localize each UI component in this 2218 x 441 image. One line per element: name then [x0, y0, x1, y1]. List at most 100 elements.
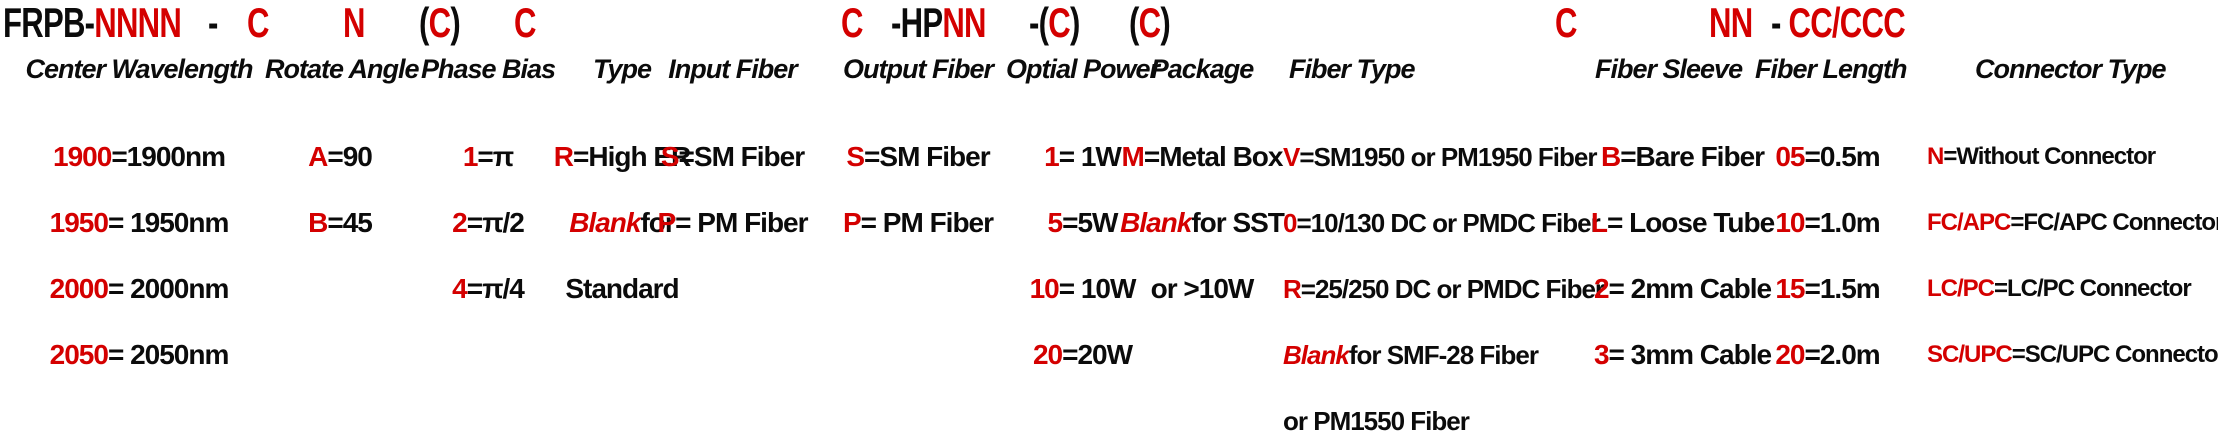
column-optical-power: Optial Power 1 = 1W 5 =5W 10 = 10W 20 =20W: [1005, 0, 1160, 441]
code-family: FRPB-NNNN: [3, 0, 182, 46]
legend-row: 2 = 2mm Cable: [1593, 256, 1773, 322]
column-rows: 05 =0.5m 10 =1.0m 15 =1.5m 20 =2.0m: [1755, 124, 1900, 388]
column-rows: B =Bare Fiber L = Loose Tube 2 = 2mm Cable 3 = …: [1591, 124, 1775, 388]
column-title-package: Package: [1150, 54, 1255, 84]
code-value: 2000: [49, 273, 109, 304]
column-title-phase-bias: Phase Bias: [420, 54, 556, 84]
value-description: =20W: [1062, 339, 1133, 370]
column-output-fiber: Output Fiber S =SM Fiber P = PM Fiber: [818, 0, 1018, 441]
legend-row: B =45: [265, 190, 415, 256]
code-value: M: [1121, 141, 1145, 172]
code-fiber-type: (C): [1129, 0, 1171, 46]
legend-row: 1 =π: [418, 124, 558, 190]
code-value: SC/UPC: [1927, 341, 2013, 368]
legend-row: 0 =10/130 DC or PMDC Fiber: [1283, 190, 1628, 256]
value-description: Standard: [565, 273, 679, 304]
value-description: =25/250 DC or PMDC Fiber: [1300, 273, 1605, 304]
code-phase-bias: N: [343, 0, 365, 46]
legend-row: P = PM Fiber: [657, 190, 808, 256]
value-description: =1.0m: [1804, 207, 1880, 238]
legend-row: R =25/250 DC or PMDC Fiber: [1283, 256, 1628, 322]
legend-row: 5 =5W: [1005, 190, 1160, 256]
value-description: for SST: [1191, 207, 1285, 238]
legend-row: M =Metal Box: [1118, 124, 1286, 190]
column-fiber-length: Fiber Length 05 =0.5m 10 =1.0m 15 =1.5m 20 =2.0m: [1755, 0, 1908, 441]
value-description: =SM1950 or PM1950 Fiber: [1299, 141, 1597, 172]
column-title-type: Type: [592, 54, 652, 84]
code-value: 1: [462, 141, 479, 172]
code-value: A: [308, 141, 328, 172]
value-description: =π/2: [466, 207, 525, 238]
column-rows: N =Without Connector FC/APC =FC/APC Connect…: [1927, 124, 2218, 388]
code-value: P: [657, 207, 676, 238]
value-description: = 2050nm: [107, 339, 229, 370]
legend-row: 05 =0.5m: [1755, 124, 1900, 190]
legend-row: 3 = 3mm Cable: [1594, 322, 1773, 388]
code-value: FC/APC: [1927, 209, 2011, 236]
legend-row: Standard: [552, 256, 692, 322]
legend-row: 20 =2.0m: [1755, 322, 1900, 388]
code-value: 2: [1593, 273, 1610, 304]
legend-row: B =Bare Fiber: [1595, 124, 1770, 190]
column-rows: R =High ER Blank for Standard: [552, 124, 692, 322]
column-title-fiber-type: Fiber Type: [1289, 54, 1416, 84]
value-description: = 1W: [1058, 141, 1122, 172]
value-description: = 2000nm: [107, 273, 229, 304]
code-value: 1900: [53, 141, 112, 172]
column-title-fiber-sleeve: Fiber Sleeve: [1595, 54, 1743, 84]
code-value: Blank: [569, 207, 641, 238]
column-input-fiber: Input Fiber S =SM Fiber P = PM Fiber: [657, 0, 808, 441]
column-rows: 1 =π 2 =π/2 4 =π/4: [418, 124, 558, 322]
value-description: =SC/UPC Connector: [2011, 341, 2218, 368]
code-value: N: [1927, 143, 1944, 170]
column-rotate-angle: Rotate Angle A =90 B =45: [265, 0, 420, 441]
legend-row: or PM1550 Fiber: [1283, 388, 1628, 441]
code-value: 5: [1047, 207, 1064, 238]
code-value: LC/PC: [1927, 275, 1995, 302]
legend-row: 2 =π/2: [418, 190, 558, 256]
code-value: 10: [1029, 273, 1060, 304]
legend-row: 10 =1.0m: [1755, 190, 1900, 256]
code-value: 20: [1775, 339, 1805, 370]
value-description: =SM Fiber: [678, 141, 806, 172]
value-description: for: [640, 207, 675, 238]
code-value: L: [1590, 207, 1608, 238]
value-description: or PM1550 Fiber: [1283, 405, 1470, 436]
code-optical-power: -HPNN: [891, 0, 986, 46]
legend-row: FC/APC =FC/APC Connector: [1927, 190, 2218, 256]
code-value: Blank: [1283, 339, 1350, 370]
value-description: =π/4: [466, 273, 525, 304]
code-value: R: [553, 141, 574, 172]
column-rows: M =Metal Box Blank for SST or >10W: [1118, 124, 1286, 322]
column-rows: 1 = 1W 5 =5W 10 = 10W 20 =20W: [1005, 124, 1160, 388]
code-type: (C): [419, 0, 461, 46]
value-description: =Metal Box: [1143, 141, 1284, 172]
column-title-connector-type: Connector Type: [1975, 54, 2167, 84]
legend-row: 2050 = 2050nm: [8, 322, 270, 388]
legend-row: Blank for SMF-28 Fiber: [1283, 322, 1628, 388]
code-fiber-length: NN: [1709, 0, 1753, 46]
legend-row: R =High ER: [552, 124, 692, 190]
value-description: =2.0m: [1804, 339, 1880, 370]
code-package: -(C): [1029, 0, 1080, 46]
legend-row: L = Loose Tube: [1591, 190, 1775, 256]
code-value: 10: [1775, 207, 1805, 238]
legend-row: P = PM Fiber: [818, 190, 1018, 256]
code-family-wavelength-placeholder: NNNN: [94, 0, 182, 46]
code-family-prefix: FRPB-: [3, 0, 95, 46]
column-rows: A =90 B =45: [265, 124, 415, 256]
legend-row: 10 = 10W: [1005, 256, 1160, 322]
value-description: =1900nm: [111, 141, 226, 172]
legend-row: N =Without Connector: [1927, 124, 2217, 190]
legend-row: 2000 = 2000nm: [8, 256, 270, 322]
value-description: =10/130 DC or PMDC Fiber: [1296, 207, 1600, 238]
legend-row: 15 =1.5m: [1755, 256, 1900, 322]
code-connector-type: - CC/CCC: [1771, 0, 1906, 46]
code-rotate-angle: C: [247, 0, 269, 46]
column-phase-bias: Phase Bias 1 =π 2 =π/2 4 =π/4: [418, 0, 558, 441]
column-package: Package M =Metal Box Blank for SST or >10W: [1118, 0, 1286, 441]
legend-row: SC/UPC =SC/UPC Connector: [1927, 322, 2218, 388]
code-value: B: [1600, 141, 1621, 172]
value-description: = 3mm Cable: [1608, 339, 1773, 370]
value-description: = 2mm Cable: [1608, 273, 1773, 304]
